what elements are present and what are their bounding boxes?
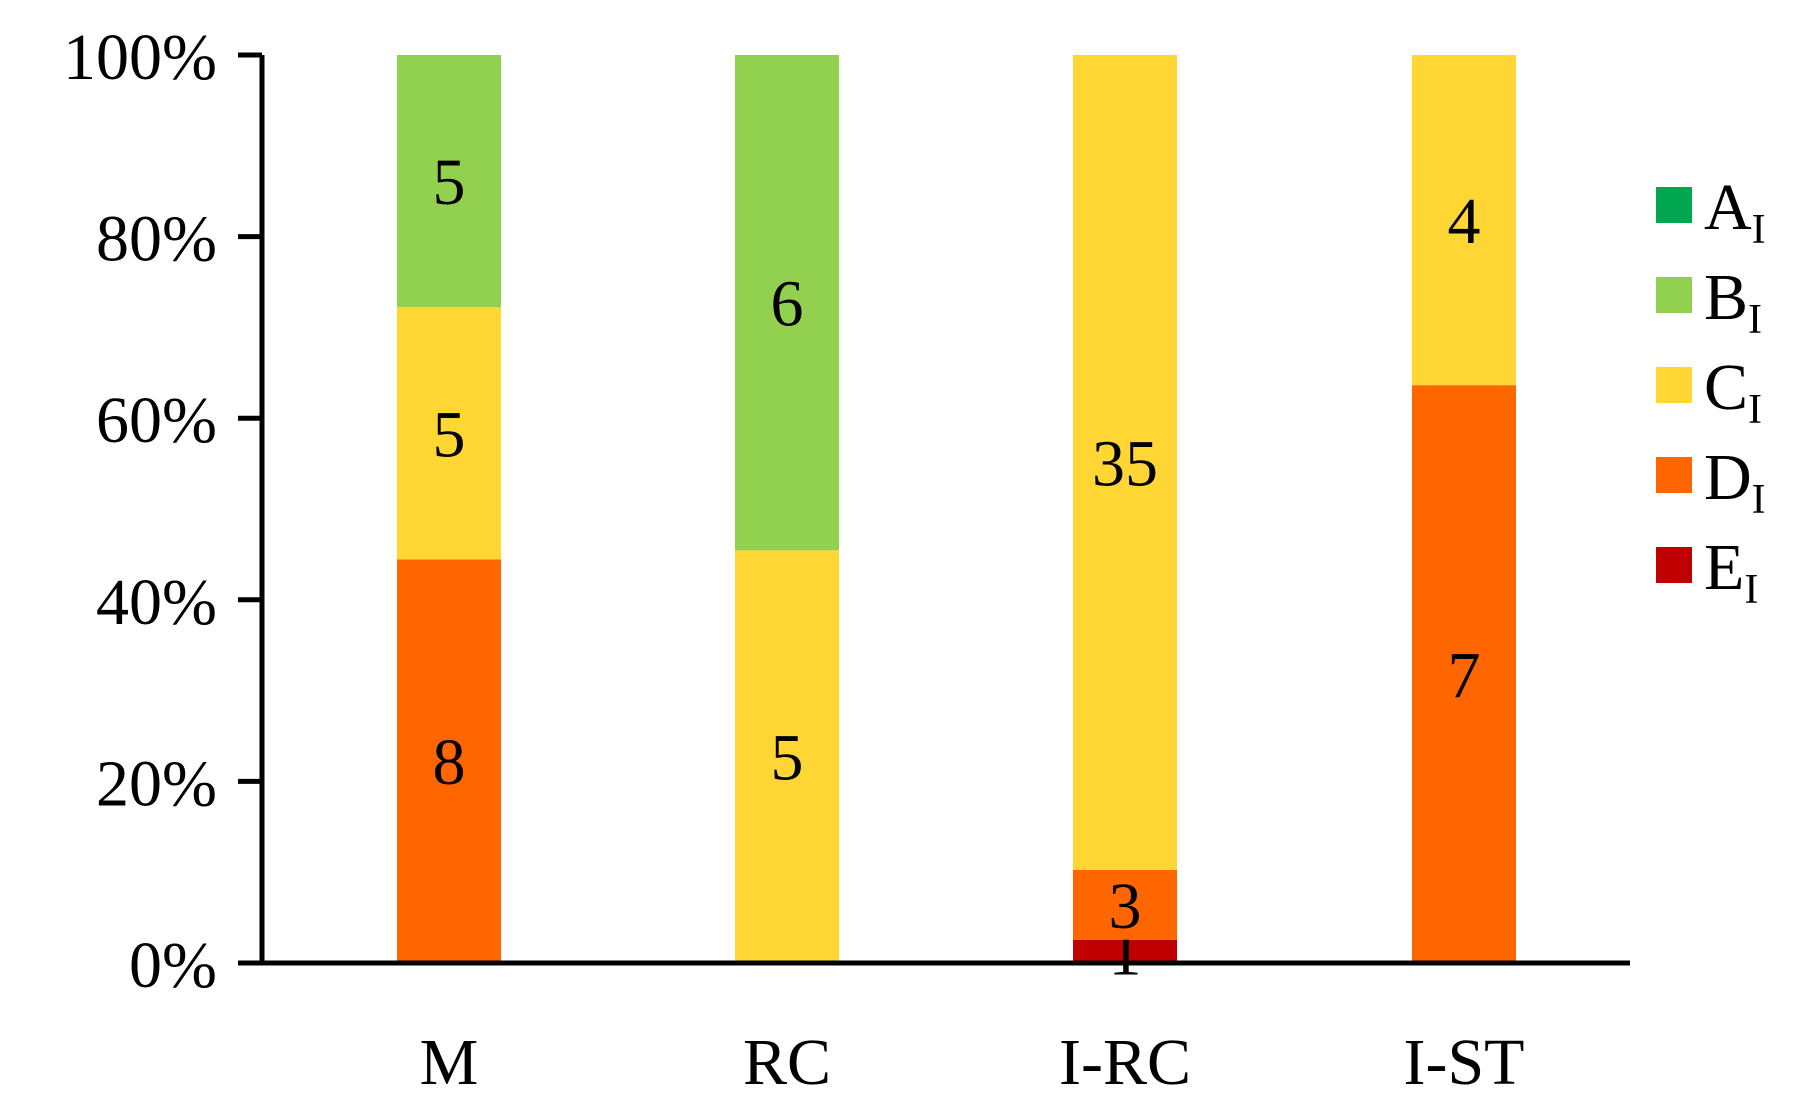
legend-swatch-d	[1656, 457, 1692, 493]
bar-segment-i-st-d	[1412, 385, 1516, 963]
legend-label-c: CI	[1704, 351, 1762, 433]
legend-swatch-a	[1656, 187, 1692, 223]
bar-segment-m-d	[397, 559, 501, 963]
data-label-i-st-d: 7	[1448, 639, 1481, 712]
x-tick-label-i-st: I-ST	[1404, 1026, 1525, 1099]
bar-segment-m-c	[397, 307, 501, 560]
legend-label-main: D	[1704, 441, 1752, 514]
data-label-m-d: 8	[433, 726, 466, 799]
data-label-i-rc-c: 35	[1092, 427, 1158, 500]
bar-segment-i-rc-d	[1073, 869, 1177, 940]
bar-segment-i-rc-c	[1073, 55, 1177, 870]
data-label-rc-b: 6	[771, 268, 804, 341]
legend-label-main: E	[1704, 531, 1744, 604]
y-tick-label-100: 100%	[63, 21, 217, 94]
data-label-i-rc-d: 3	[1109, 870, 1142, 943]
y-tick-label-20: 20%	[96, 747, 217, 820]
data-label-i-st-c: 4	[1448, 185, 1481, 258]
legend-label-b: BI	[1704, 261, 1762, 343]
x-tick-label-m: M	[420, 1026, 479, 1099]
legend-label-e: EI	[1704, 531, 1758, 613]
y-tick-label-60: 60%	[96, 384, 217, 457]
bar-segment-i-st-c	[1412, 55, 1516, 386]
bar-segment-rc-b	[735, 55, 839, 551]
legend-label-main: C	[1704, 351, 1748, 424]
legend-label-main: A	[1704, 171, 1752, 244]
bar-segment-i-rc-e	[1073, 939, 1177, 963]
y-tick-label-80: 80%	[96, 203, 217, 276]
y-tick-label-0: 0%	[129, 929, 217, 1002]
y-tick-label-40: 40%	[96, 566, 217, 639]
legend-label-a: AI	[1704, 171, 1766, 253]
data-label-m-b: 5	[433, 146, 466, 219]
axes-layer: 0% 20% 40% 60% 80% 100% M RC I-RC I-ST	[63, 21, 1630, 1099]
data-label-rc-c: 5	[771, 722, 804, 795]
bar-segment-m-b	[397, 55, 501, 308]
legend-swatch-e	[1656, 547, 1692, 583]
legend-label-subscript: I	[1748, 387, 1762, 433]
x-tick-label-rc: RC	[743, 1026, 831, 1099]
bar-segment-rc-c	[735, 550, 839, 963]
legend-label-main: B	[1704, 261, 1748, 334]
legend-label-subscript: I	[1752, 477, 1766, 523]
data-label-m-c: 5	[433, 398, 466, 471]
legend-label-subscript: I	[1748, 297, 1762, 343]
x-tick-label-i-rc: I-RC	[1059, 1026, 1191, 1099]
legend-label-subscript: I	[1752, 207, 1766, 253]
legend-label-subscript: I	[1744, 567, 1758, 613]
legend-swatch-b	[1656, 277, 1692, 313]
legend-label-d: DI	[1704, 441, 1766, 523]
legend-swatch-c	[1656, 367, 1692, 403]
